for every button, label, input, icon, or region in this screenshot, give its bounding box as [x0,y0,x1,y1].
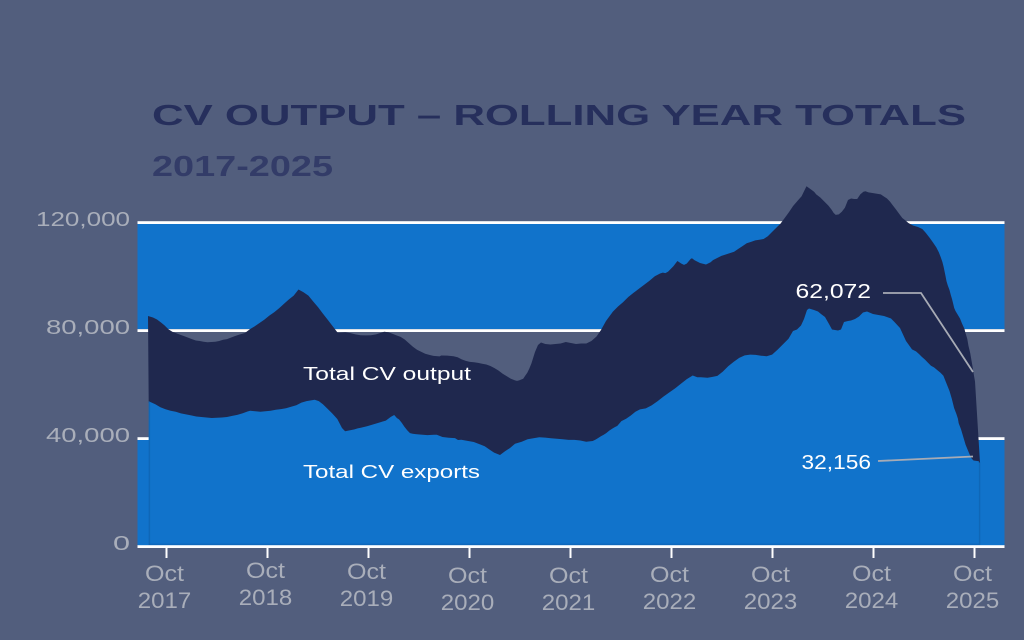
svg-text:Total CV exports: Total CV exports [303,462,480,482]
svg-text:Oct: Oct [549,563,588,588]
svg-text:Oct: Oct [448,563,487,588]
svg-text:2019: 2019 [340,586,394,611]
svg-text:2017-2025: 2017-2025 [152,151,333,183]
svg-text:CV OUTPUT – ROLLING YEAR TOTAL: CV OUTPUT – ROLLING YEAR TOTALS [152,100,966,132]
svg-text:2018: 2018 [239,585,293,610]
svg-text:40,000: 40,000 [46,425,130,447]
svg-text:80,000: 80,000 [46,317,130,339]
svg-text:Oct: Oct [650,562,689,587]
svg-text:Oct: Oct [751,562,790,587]
svg-text:2025: 2025 [946,588,1000,613]
svg-text:Oct: Oct [246,558,285,583]
svg-text:Oct: Oct [347,559,386,584]
svg-text:32,156: 32,156 [802,452,872,474]
svg-text:62,072: 62,072 [796,281,872,303]
svg-text:2020: 2020 [441,590,495,615]
svg-text:Total CV output: Total CV output [303,364,471,384]
svg-text:2024: 2024 [845,588,899,613]
svg-text:2022: 2022 [643,589,697,614]
svg-text:Oct: Oct [852,561,891,586]
svg-text:2017: 2017 [138,588,192,613]
svg-text:Oct: Oct [145,561,184,586]
svg-text:2023: 2023 [744,589,798,614]
svg-text:Oct: Oct [953,561,992,586]
svg-text:0: 0 [113,533,130,555]
svg-text:2021: 2021 [542,590,596,615]
svg-text:120,000: 120,000 [36,209,130,231]
